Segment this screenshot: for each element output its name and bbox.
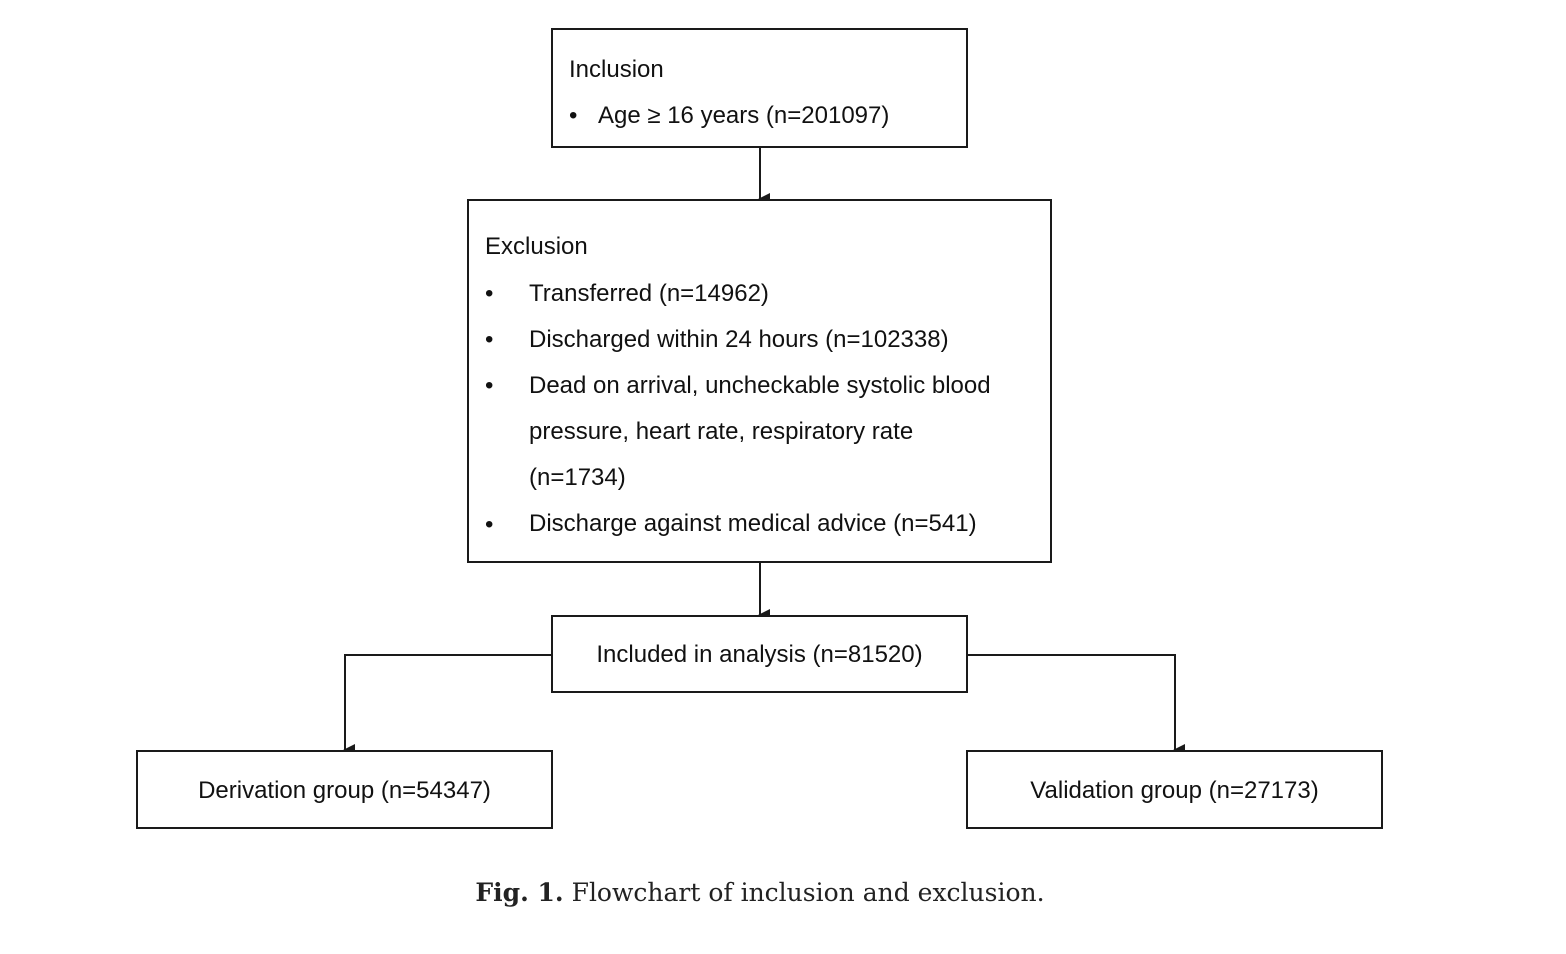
exclusion-item-discharged-24h: Discharged within 24 hours (n=102338) (529, 326, 949, 353)
bullet-icon: • (569, 102, 578, 129)
exclusion-item-dead-on-arrival-line3: (n=1734) (529, 464, 626, 491)
derivation-label: Derivation group (n=54347) (198, 777, 491, 804)
exclusion-item-dead-on-arrival-line2: pressure, heart rate, respiratory rate (529, 418, 914, 445)
bullet-icon: • (485, 511, 494, 538)
bullet-icon: • (485, 280, 494, 307)
inclusion-title: Inclusion (569, 56, 664, 83)
derivation-box: Derivation group (n=54347) (136, 750, 553, 829)
arrow-included-to-derivation (343, 654, 552, 756)
exclusion-item-dead-on-arrival-line1: Dead on arrival, uncheckable systolic bl… (529, 372, 991, 399)
bullet-icon: • (485, 372, 494, 399)
caption-label: Fig. 1. (475, 878, 564, 907)
validation-box: Validation group (n=27173) (966, 750, 1383, 829)
included-box: Included in analysis (n=81520) (551, 615, 968, 693)
exclusion-item-transferred: Transferred (n=14962) (529, 280, 769, 307)
exclusion-box: Exclusion • Transferred (n=14962) • Disc… (467, 199, 1052, 563)
figure-caption: Fig. 1. Flowchart of inclusion and exclu… (0, 876, 1520, 910)
arrow-included-to-validation (968, 654, 1185, 756)
bullet-icon: • (485, 326, 494, 353)
caption-text: Flowchart of inclusion and exclusion. (571, 878, 1045, 907)
exclusion-item-against-advice: Discharge against medical advice (n=541) (529, 510, 977, 537)
exclusion-title: Exclusion (485, 233, 588, 260)
included-label: Included in analysis (n=81520) (596, 641, 923, 668)
validation-label: Validation group (n=27173) (1030, 777, 1319, 804)
inclusion-item-age: Age ≥ 16 years (n=201097) (598, 102, 890, 129)
inclusion-box: Inclusion • Age ≥ 16 years (n=201097) (551, 28, 968, 148)
